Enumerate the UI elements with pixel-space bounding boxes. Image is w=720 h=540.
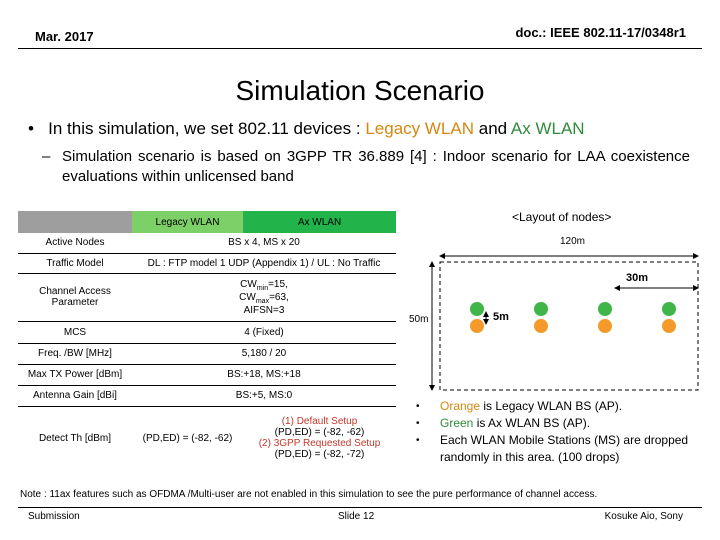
footer-submission: Submission [28, 511, 80, 522]
header-divider [18, 48, 702, 49]
row-label: Active Nodes [45, 237, 105, 249]
table-header-row: Legacy WLAN Ax WLAN [18, 211, 396, 233]
ax-ap-node [662, 302, 676, 316]
row-label: Antenna Gain [dBi] [18, 384, 132, 406]
row-label: Traffic Model [18, 252, 132, 273]
legacy-ap-node [470, 319, 484, 333]
table-row: Channel Access Parameter CWmin=15, CWmax… [18, 272, 396, 321]
row-value-ax: (1) Default Setup (PD,ED) = (-82, -62) (… [243, 405, 396, 470]
row-value: BS:+18, MS:+18 [132, 363, 396, 385]
legacy-ap-node [534, 319, 548, 333]
intro-prefix: In this simulation, we set 802.11 device… [48, 119, 361, 138]
intro-legacy: Legacy WLAN [365, 119, 474, 138]
legend-item-stations: • Each WLAN Mobile Stations (MS) are dro… [416, 433, 689, 464]
row-label: Freq. /BW [MHz] [18, 342, 132, 364]
width-label: 120m [560, 236, 586, 247]
row-value-legacy: (PD,ED) = (-82, -62) [132, 405, 243, 470]
row-label: Max TX Power [dBm] [18, 363, 132, 385]
table-row: Max TX Power [dBm] BS:+18, MS:+18 [18, 363, 396, 385]
footnote: Note : 11ax features such as OFDMA /Mult… [20, 489, 598, 500]
table-row: Traffic Model DL : FTP model 1 UDP (Appe… [18, 252, 396, 273]
ax-ap-node [534, 302, 548, 316]
row-label: Detect Th [dBm] [18, 405, 132, 470]
parameter-table: Legacy WLAN Ax WLAN Active Nodes BS x 4,… [18, 211, 396, 470]
header-ax: Ax WLAN [243, 211, 396, 233]
row-value: BS:+5, MS:0 [132, 384, 396, 406]
bullet-mark: • [28, 119, 34, 138]
ap-nodes [470, 302, 676, 333]
table-row: Antenna Gain [dBi] BS:+5, MS:0 [18, 384, 396, 406]
legend-item-ax: • Green is Ax WLAN BS (AP). [416, 416, 591, 430]
table-row: Detect Th [dBm] (PD,ED) = (-82, -62) (1)… [18, 405, 396, 470]
sub-bullet-text: Simulation scenario is based on 3GPP TR … [62, 148, 690, 185]
ax-ap-node [598, 302, 612, 316]
table-row: Active Nodes BS x 4, MS x 20 [18, 233, 396, 253]
row-label: Channel Access Parameter [18, 272, 132, 321]
header-legacy: Legacy WLAN [132, 211, 243, 233]
row-value: 4 (Fixed) [132, 320, 396, 343]
sub-bullet: – Simulation scenario is based on 3GPP T… [42, 147, 690, 187]
legend-item-legacy: • Orange is Legacy WLAN BS (AP). [416, 399, 623, 413]
ax-ap-node [470, 302, 484, 316]
node-layout-diagram [429, 253, 699, 391]
footer-slide-number: Slide 12 [338, 511, 375, 522]
row-value: CWmin=15, CWmax=63, AIFSN=3 [132, 272, 396, 321]
simulation-area [439, 261, 699, 391]
spacing-label: 30m [626, 272, 649, 284]
header-date: Mar. 2017 [35, 29, 94, 44]
footer-author: Kosuke Aio, Sony [604, 511, 683, 522]
header-doc-id: doc.: IEEE 802.11-17/0348r1 [515, 25, 686, 40]
slide-title: Simulation Scenario [235, 75, 485, 106]
legend: • Orange is Legacy WLAN BS (AP). • Green… [416, 398, 688, 466]
footer-divider [18, 507, 702, 508]
intro-and: and [478, 119, 508, 138]
layout-title: <Layout of nodes> [512, 210, 612, 224]
table-row: Freq. /BW [MHz] 5,180 / 20 [18, 342, 396, 364]
intro-bullet: • In this simulation, we set 802.11 devi… [28, 119, 585, 139]
header-blank-cell [18, 211, 132, 233]
row-label: MCS [18, 320, 132, 343]
dash-mark: – [42, 148, 51, 165]
row-value: 5,180 / 20 [132, 342, 396, 364]
intro-ax: Ax WLAN [510, 119, 585, 138]
height-label: 50m [409, 314, 429, 325]
offset-label: 5m [493, 311, 509, 323]
table-row: MCS 4 (Fixed) [18, 320, 396, 343]
legacy-ap-node [662, 319, 676, 333]
row-value: BS x 4, MS x 20 [228, 237, 300, 249]
legacy-ap-node [598, 319, 612, 333]
row-value: DL : FTP model 1 UDP (Appendix 1) / UL :… [132, 252, 396, 273]
